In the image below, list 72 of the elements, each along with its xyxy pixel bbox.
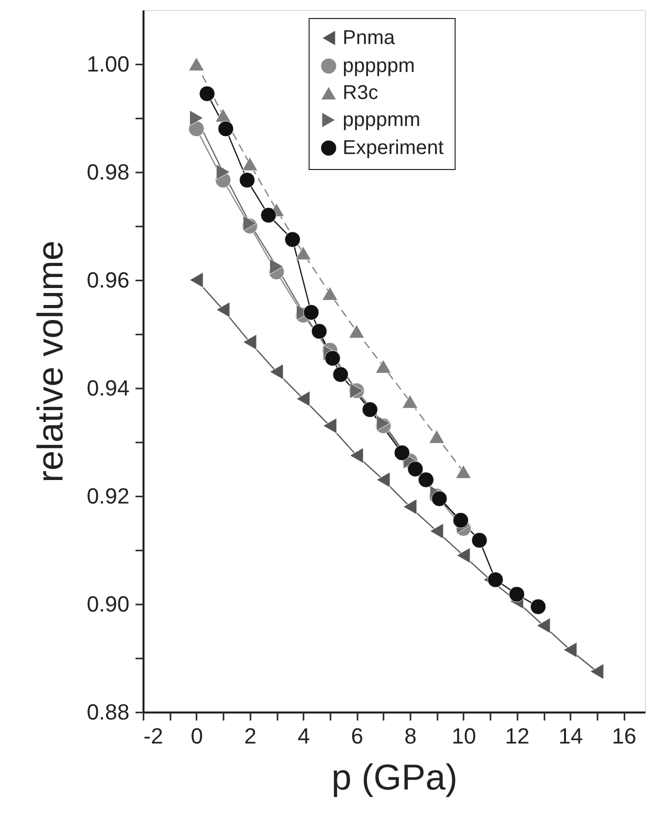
- point: [350, 448, 364, 464]
- point: [348, 324, 365, 338]
- point: [216, 164, 230, 180]
- x-tick-label: 16: [612, 723, 636, 748]
- x-tick-label: -2: [144, 723, 164, 748]
- point: [394, 444, 410, 461]
- point: [452, 512, 469, 528]
- x-tick-label: 12: [505, 723, 530, 748]
- x-tick-label: 6: [350, 723, 364, 748]
- point: [322, 286, 338, 300]
- x-axis-title: p (GPa): [331, 756, 458, 798]
- point: [311, 323, 328, 340]
- point: [590, 664, 604, 680]
- legend-label: Pnma: [342, 27, 396, 50]
- point: [431, 490, 448, 507]
- point: [430, 523, 444, 540]
- point: [530, 598, 546, 615]
- y-tick-label: 0.96: [86, 268, 130, 292]
- point: [270, 258, 284, 274]
- point: [332, 366, 349, 382]
- point: [456, 547, 470, 564]
- point: [375, 359, 392, 374]
- legend-label: Experiment: [342, 137, 444, 160]
- point: [407, 461, 424, 477]
- point: [216, 302, 230, 318]
- x-tick-label: 14: [558, 723, 583, 748]
- x-tick-label: 2: [244, 723, 256, 748]
- point: [199, 86, 216, 102]
- point: [284, 232, 301, 248]
- point: [471, 532, 488, 548]
- point: [242, 334, 257, 350]
- y-tick-label: 0.92: [86, 484, 130, 508]
- point: [189, 272, 204, 288]
- point: [189, 110, 204, 126]
- point: [303, 304, 320, 320]
- point: [536, 618, 550, 634]
- legend-label: ppppmm: [342, 109, 420, 132]
- point: [296, 390, 310, 407]
- point: [324, 350, 341, 366]
- point: [455, 464, 472, 479]
- y-tick-label: 0.94: [86, 376, 130, 400]
- point: [239, 172, 256, 188]
- point: [563, 642, 578, 658]
- legend-label: R3c: [342, 82, 378, 104]
- x-tick-label: 0: [190, 723, 204, 748]
- point: [322, 418, 337, 434]
- point: [508, 586, 525, 602]
- point: [403, 498, 417, 515]
- point: [376, 472, 390, 488]
- y-tick-label: 0.98: [86, 160, 130, 184]
- point: [215, 108, 232, 122]
- point: [402, 394, 418, 408]
- point: [418, 472, 434, 488]
- point: [295, 246, 312, 260]
- y-tick-label: 0.90: [86, 592, 130, 616]
- x-tick-label: 4: [298, 723, 310, 748]
- y-axis-title: relative volume: [30, 240, 71, 482]
- x-tick-label: 10: [452, 723, 476, 748]
- x-tick-label: 8: [404, 723, 417, 748]
- point: [218, 120, 234, 137]
- point: [362, 402, 378, 418]
- legend-label: pppppm: [342, 55, 415, 78]
- point: [242, 156, 258, 171]
- point: [188, 120, 204, 137]
- point: [428, 430, 445, 444]
- y-tick-label: 0.88: [86, 699, 130, 724]
- point: [487, 572, 504, 588]
- y-tick-label: 1.00: [86, 52, 130, 77]
- point: [270, 364, 284, 380]
- point: [188, 57, 204, 71]
- point: [242, 215, 257, 232]
- point: [260, 207, 276, 224]
